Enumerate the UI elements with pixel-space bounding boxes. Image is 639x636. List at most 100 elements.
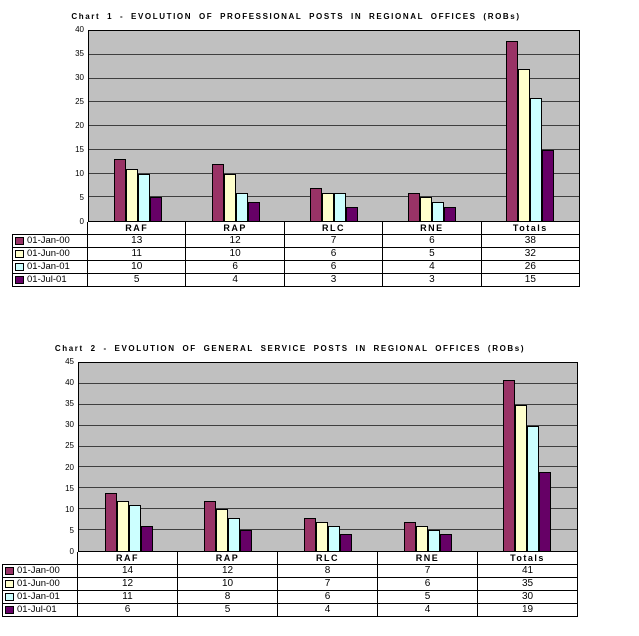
value-01-Jul-01-RAP: 5 [178, 604, 278, 617]
chart-2-title: Chart 2 - EVOLUTION OF GENERAL SERVICE P… [54, 344, 526, 353]
table-row-01-Jul-01: 01-Jul-01 5 4 3 3 15 [12, 274, 581, 287]
bar-01-Jan-01-RAP [228, 517, 241, 551]
legend-label: 01-Jan-00 [17, 565, 60, 577]
category-header-RAP: RAP [178, 552, 278, 565]
chart-2-y-axis: 0 5 10 15 20 25 30 35 40 45 [2, 358, 78, 556]
value-01-Jan-01-RAF: 10 [88, 261, 187, 274]
bar-01-Jan-00-RAP [204, 500, 217, 551]
bar-01-Jan-00-RNE [408, 192, 420, 221]
bar-01-Jul-01-RNE [439, 534, 452, 551]
legend-label: 01-Jan-01 [17, 591, 60, 603]
bar-01-Jan-00-RAF [104, 492, 117, 551]
bar-01-Jun-00-RAF [126, 168, 138, 221]
value-01-Jan-00-RNE: 7 [378, 565, 478, 578]
table-row-01-Jan-00: 01-Jan-00 13 12 7 6 38 [12, 235, 581, 248]
table-row-01-Jul-01: 01-Jul-01 6 5 4 4 19 [2, 604, 578, 617]
value-01-Jan-01-RNE: 4 [383, 261, 482, 274]
category-header-RLC: RLC [284, 222, 384, 235]
gridline [89, 125, 579, 126]
legend-swatch [15, 237, 24, 245]
bar-group-RAP [179, 363, 279, 551]
table-row-01-Jun-00: 01-Jun-00 11 10 6 5 32 [12, 248, 581, 261]
value-01-Jun-00-RNE: 6 [378, 578, 478, 591]
bar-01-Jul-01-RNE [444, 206, 456, 221]
bar-01-Jan-01-Totals [527, 425, 540, 551]
bar-group-RLC [278, 363, 378, 551]
bar-01-Jun-00-RAP [224, 173, 236, 221]
y-tick-label: 20 [75, 121, 84, 130]
value-01-Jan-00-RAF: 14 [78, 565, 178, 578]
value-01-Jun-00-RNE: 5 [383, 248, 482, 261]
bar-01-Jul-01-RAP [248, 202, 260, 221]
legend-swatch [5, 567, 14, 575]
bar-01-Jul-01-RAP [240, 530, 253, 551]
category-header-Totals: Totals [478, 552, 578, 565]
legend-cell-01-Jul-01: 01-Jul-01 [12, 274, 88, 287]
y-tick-label: 5 [79, 193, 84, 202]
value-01-Jan-00-RAP: 12 [186, 235, 285, 248]
bar-01-Jun-00-Totals [518, 69, 530, 221]
bar-01-Jul-01-RAF [150, 197, 162, 221]
gridline [79, 487, 577, 489]
gridline [79, 424, 577, 426]
bar-01-Jan-01-RAF [128, 505, 141, 551]
value-01-Jul-01-RAP: 4 [186, 274, 285, 287]
value-01-Jan-01-RNE: 5 [378, 591, 478, 604]
value-01-Jan-00-Totals: 41 [478, 565, 578, 578]
gridline [89, 77, 579, 79]
bar-01-Jun-00-RAF [116, 500, 129, 551]
bar-01-Jan-00-RNE [403, 521, 416, 551]
chart-2: Chart 2 - EVOLUTION OF GENERAL SERVICE P… [2, 336, 578, 617]
legend-cell-01-Jul-01: 01-Jul-01 [2, 604, 78, 617]
bar-group-Totals [481, 31, 579, 221]
bar-01-Jan-01-RLC [334, 192, 346, 221]
bar-01-Jun-00-RLC [315, 521, 328, 551]
chart-2-plot-area [78, 362, 578, 552]
category-header-RAF: RAF [88, 222, 187, 235]
bar-group-RAF [89, 31, 187, 221]
value-01-Jun-00-RAP: 10 [186, 248, 285, 261]
bar-01-Jan-01-RAF [138, 173, 150, 221]
value-01-Jun-00-RLC: 6 [284, 248, 384, 261]
bar-01-Jan-01-RLC [327, 525, 340, 551]
chart-2-plot-row: 0 5 10 15 20 25 30 35 40 45 [2, 358, 578, 556]
value-01-Jul-01-RNE: 4 [378, 604, 478, 617]
bar-01-Jan-01-RNE [427, 530, 440, 551]
value-01-Jan-01-Totals: 30 [478, 591, 578, 604]
y-tick-label: 15 [65, 483, 74, 493]
bar-01-Jan-00-RLC [310, 187, 322, 221]
category-header-row: RAF RAP RLC RNE Totals [2, 552, 578, 565]
value-01-Jun-00-RAP: 10 [178, 578, 278, 591]
value-01-Jul-01-RNE: 3 [383, 274, 482, 287]
value-01-Jan-01-RAP: 8 [178, 591, 278, 604]
chart-2-data-table: RAF RAP RLC RNE Totals 01-Jan-00 14 12 8 7 41 01-Ju… [2, 552, 578, 617]
bar-groups [79, 363, 577, 551]
bar-01-Jul-01-RLC [339, 534, 352, 551]
table-row-01-Jan-01: 01-Jan-01 10 6 6 4 26 [12, 261, 581, 274]
value-01-Jun-00-RAF: 11 [88, 248, 187, 261]
legend-label: 01-Jan-01 [27, 261, 70, 273]
legend-swatch [5, 593, 14, 601]
y-tick-label: 0 [79, 217, 84, 226]
bar-group-RAP [187, 31, 285, 221]
legend-cell-01-Jun-00: 01-Jun-00 [2, 578, 78, 591]
bar-01-Jan-01-RNE [432, 202, 444, 221]
category-header-RNE: RNE [378, 552, 478, 565]
y-tick-label: 25 [65, 441, 74, 451]
legend-swatch [15, 263, 24, 271]
y-tick-label: 15 [75, 145, 84, 154]
y-tick-label: 30 [65, 420, 74, 430]
legend-swatch [5, 580, 14, 588]
chart-1-data-table: RAF RAP RLC RNE Totals 01-Jan-00 13 12 7 6 38 01-Ju… [12, 222, 581, 287]
value-01-Jan-01-Totals: 26 [481, 261, 581, 274]
bar-01-Jun-00-RNE [420, 197, 432, 221]
chart-1: Chart 1 - EVOLUTION OF PROFESSIONAL POST… [12, 4, 581, 287]
value-01-Jul-01-RAF: 5 [88, 274, 187, 287]
y-tick-label: 30 [75, 73, 84, 82]
value-01-Jul-01-Totals: 19 [478, 604, 578, 617]
y-tick-label: 35 [75, 49, 84, 58]
legend-swatch [15, 276, 24, 284]
bar-01-Jan-00-Totals [506, 40, 518, 221]
legend-swatch [5, 606, 14, 614]
legend-cell-01-Jan-01: 01-Jan-01 [2, 591, 78, 604]
